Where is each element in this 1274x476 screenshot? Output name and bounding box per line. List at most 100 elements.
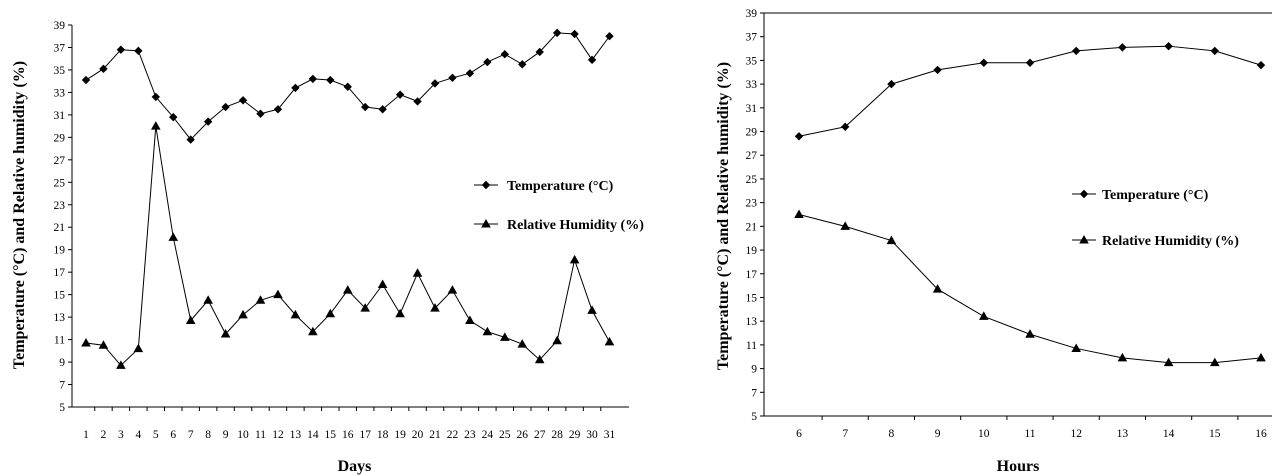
temperature-point [361, 102, 370, 112]
x-tick-label: 19 [394, 429, 406, 441]
x-tick-label: 23 [464, 429, 476, 441]
y-tick-label: 37 [54, 42, 66, 54]
temperature-point [308, 74, 318, 84]
legend-label-humidity: Relative Humidity (%) [507, 218, 644, 233]
humidity-point [932, 284, 943, 293]
humidity-point [151, 121, 161, 130]
humidity-point [98, 340, 109, 349]
x-tick-label: 11 [1024, 428, 1035, 440]
x-tick-label: 2 [101, 429, 107, 441]
temperature-point [186, 135, 195, 144]
humidity-point [1025, 329, 1035, 338]
temperature-point [887, 79, 896, 89]
humidity-point [465, 315, 475, 324]
temperature-point [841, 122, 850, 131]
humidity-point [342, 285, 353, 294]
humidity-point [794, 209, 804, 218]
temperature-point [535, 47, 544, 57]
x-tick-label: 14 [307, 429, 319, 441]
x-tick-label: 14 [1163, 428, 1175, 440]
y-tick-label: 31 [54, 110, 66, 122]
legend-marker-temperature [481, 180, 491, 190]
x-axis-title: Hours [997, 458, 1040, 475]
temperature-point [291, 83, 300, 93]
x-tick-label: 22 [447, 429, 459, 441]
humidity-point [1163, 357, 1174, 367]
legend-label-humidity: Relative Humidity (%) [1102, 234, 1239, 249]
temperature-point [979, 58, 988, 67]
humidity-point [133, 343, 144, 353]
x-tick-label: 15 [1209, 428, 1221, 440]
x-tick-label: 18 [377, 429, 389, 441]
humidity-point [886, 235, 897, 245]
temperature-point [203, 117, 213, 126]
x-tick-label: 1 [83, 429, 89, 441]
x-tick-label: 5 [153, 429, 159, 441]
y-tick-label: 25 [746, 174, 758, 186]
x-tick-label: 12 [272, 429, 284, 441]
legend-marker-temperature [1079, 189, 1089, 199]
x-tick-label: 7 [188, 429, 194, 441]
temperature-point [238, 96, 248, 105]
humidity-point [185, 315, 196, 324]
x-tick-label: 27 [534, 429, 546, 441]
temperature-point [465, 69, 475, 78]
x-tick-label: 9 [223, 429, 229, 441]
x-tick-label: 25 [499, 429, 511, 441]
temperature-point [483, 57, 492, 67]
y-tick-label: 27 [746, 150, 758, 162]
x-tick-label: 20 [412, 429, 424, 441]
temperature-point [552, 28, 562, 38]
humidity-point [360, 303, 370, 312]
y-tick-label: 33 [746, 79, 758, 91]
humidity-point [168, 232, 179, 241]
x-tick-label: 10 [237, 429, 249, 441]
temperature-point [1256, 60, 1266, 70]
y-tick-label: 39 [746, 8, 758, 20]
temperature-point [518, 60, 527, 69]
legend-marker-humidity [1079, 235, 1089, 244]
temperature-point [1164, 41, 1173, 51]
humidity-point [220, 328, 231, 338]
humidity-point [395, 308, 405, 318]
humidity-point [430, 303, 440, 312]
humidity-point [552, 335, 562, 345]
y-tick-label: 13 [746, 316, 758, 328]
x-axis-title: Days [338, 458, 372, 475]
y-tick-label: 11 [746, 340, 757, 352]
x-tick-label: 28 [551, 429, 563, 441]
x-tick-label: 11 [255, 429, 266, 441]
y-tick-label: 25 [54, 177, 66, 189]
x-tick-label: 6 [170, 429, 176, 441]
humidity-point [203, 295, 213, 304]
y-tick-label: 29 [746, 127, 758, 139]
humidity-point [1210, 357, 1220, 367]
humidity-point [587, 305, 597, 314]
humidity-point [1117, 352, 1128, 362]
y-tick-label: 19 [54, 245, 66, 257]
temperature-point [395, 90, 405, 99]
y-tick-label: 15 [54, 290, 66, 302]
temperature-point [169, 112, 178, 122]
humidity-point [255, 295, 266, 304]
humidity-point [840, 221, 850, 230]
temperature-point [933, 65, 942, 75]
x-tick-label: 24 [482, 429, 494, 441]
temperature-point [448, 73, 457, 83]
chart-2: 5 7 9 11 13 15 17 19 21 23 25 27 29 31 33 35 37 39 6 7 8 9 10 1… [715, 8, 1272, 475]
temperature-point [1210, 46, 1219, 56]
y-tick-label: 9 [751, 364, 757, 376]
y-tick-label: 7 [59, 380, 65, 392]
temperature-point [81, 75, 91, 85]
temperature-point [794, 132, 804, 141]
humidity-point [377, 279, 388, 289]
y-tick-label: 5 [59, 402, 65, 414]
temperature-point [151, 92, 160, 102]
y-tick-label: 11 [54, 335, 65, 347]
temperature-point [134, 46, 143, 56]
x-tick-label: 6 [796, 428, 802, 440]
temperature-point [256, 109, 265, 118]
humidity-point [1256, 352, 1266, 362]
temperature-point [570, 29, 579, 39]
y-axis-title: Temperature (°C) and Relative humidity (… [11, 61, 28, 369]
